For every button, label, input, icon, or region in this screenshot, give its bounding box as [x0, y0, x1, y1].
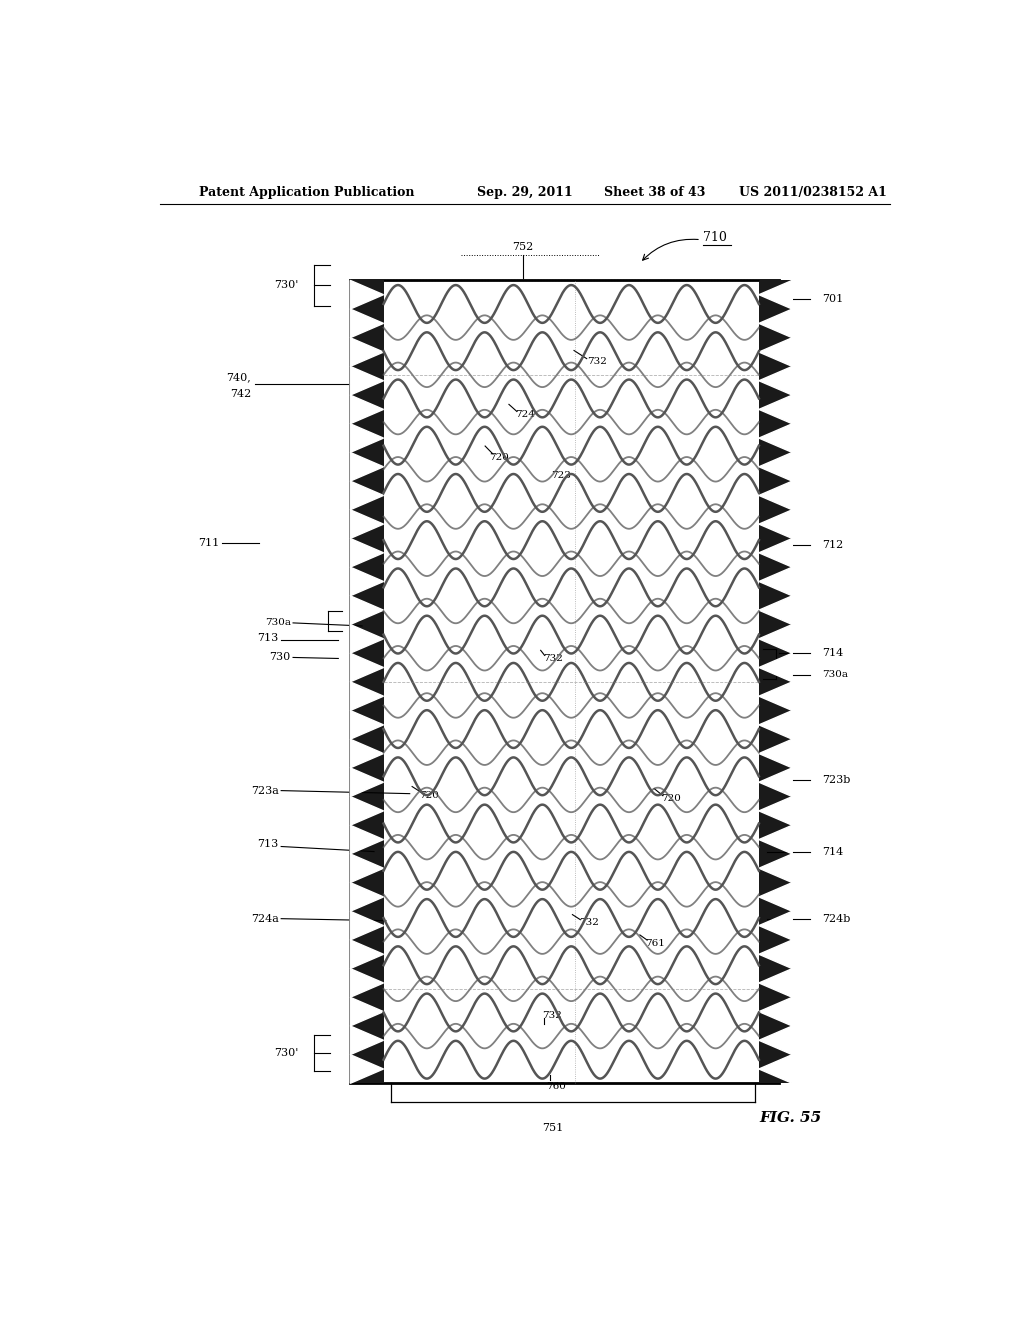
- Polygon shape: [350, 338, 384, 367]
- Polygon shape: [350, 739, 384, 768]
- Text: 723a: 723a: [251, 785, 279, 796]
- Polygon shape: [350, 854, 384, 883]
- Polygon shape: [759, 280, 793, 309]
- Polygon shape: [350, 1055, 384, 1084]
- Polygon shape: [759, 940, 793, 969]
- Text: 732: 732: [543, 1011, 562, 1020]
- Polygon shape: [350, 911, 384, 940]
- Polygon shape: [759, 510, 793, 539]
- Polygon shape: [350, 653, 384, 682]
- Polygon shape: [350, 568, 384, 595]
- Polygon shape: [350, 595, 384, 624]
- Polygon shape: [350, 280, 384, 309]
- Text: 730': 730': [274, 1048, 299, 1057]
- Polygon shape: [759, 424, 793, 453]
- Polygon shape: [350, 998, 384, 1026]
- Polygon shape: [759, 539, 793, 568]
- Text: 732: 732: [579, 919, 599, 927]
- Polygon shape: [350, 940, 384, 969]
- Polygon shape: [350, 539, 384, 568]
- Text: 761: 761: [645, 939, 666, 948]
- Text: 730a: 730a: [264, 618, 291, 627]
- Polygon shape: [759, 710, 793, 739]
- Text: FIG. 55: FIG. 55: [759, 1111, 821, 1125]
- Text: 713: 713: [257, 840, 279, 850]
- Bar: [350, 280, 384, 1084]
- Text: 712: 712: [822, 540, 844, 549]
- Text: 713: 713: [257, 634, 279, 643]
- Polygon shape: [759, 1055, 793, 1084]
- Polygon shape: [350, 395, 384, 424]
- Text: 730: 730: [269, 652, 291, 663]
- Polygon shape: [350, 510, 384, 539]
- Polygon shape: [759, 338, 793, 367]
- Text: 720: 720: [419, 791, 439, 800]
- Polygon shape: [759, 739, 793, 768]
- Polygon shape: [759, 911, 793, 940]
- Text: 730': 730': [274, 280, 299, 290]
- Polygon shape: [759, 367, 793, 395]
- Polygon shape: [759, 1026, 793, 1055]
- Polygon shape: [759, 883, 793, 911]
- Text: 714: 714: [822, 648, 844, 659]
- Polygon shape: [350, 453, 384, 480]
- Polygon shape: [759, 309, 793, 338]
- Text: 723b: 723b: [822, 775, 851, 785]
- Polygon shape: [759, 595, 793, 624]
- Text: 724a: 724a: [251, 913, 279, 924]
- Bar: [350, 280, 778, 1084]
- Polygon shape: [759, 624, 793, 653]
- Text: 730a: 730a: [822, 671, 849, 680]
- Text: 752: 752: [513, 242, 534, 252]
- Polygon shape: [759, 480, 793, 510]
- Polygon shape: [759, 969, 793, 998]
- Polygon shape: [759, 682, 793, 710]
- Text: 742: 742: [229, 389, 251, 399]
- Polygon shape: [350, 624, 384, 653]
- Polygon shape: [350, 710, 384, 739]
- Polygon shape: [350, 424, 384, 453]
- Polygon shape: [759, 825, 793, 854]
- Text: 751: 751: [542, 1123, 563, 1133]
- Text: 723: 723: [551, 471, 570, 480]
- Polygon shape: [350, 309, 384, 338]
- Polygon shape: [759, 768, 793, 796]
- Text: US 2011/0238152 A1: US 2011/0238152 A1: [739, 186, 887, 199]
- Polygon shape: [350, 768, 384, 796]
- Text: 740,: 740,: [226, 372, 251, 381]
- Text: 701: 701: [822, 293, 844, 304]
- Text: 724b: 724b: [822, 913, 851, 924]
- Text: 724: 724: [515, 411, 536, 418]
- Bar: [759, 280, 793, 1084]
- Polygon shape: [759, 453, 793, 480]
- Polygon shape: [759, 568, 793, 595]
- Text: 711: 711: [198, 537, 219, 548]
- Text: 732: 732: [587, 358, 606, 366]
- Polygon shape: [759, 395, 793, 424]
- Text: 760: 760: [546, 1082, 566, 1090]
- Text: Patent Application Publication: Patent Application Publication: [200, 186, 415, 199]
- Text: 720: 720: [489, 453, 509, 462]
- Polygon shape: [350, 1026, 384, 1055]
- Polygon shape: [350, 883, 384, 911]
- Polygon shape: [350, 969, 384, 998]
- Polygon shape: [759, 653, 793, 682]
- Polygon shape: [350, 796, 384, 825]
- Polygon shape: [350, 367, 384, 395]
- Polygon shape: [350, 480, 384, 510]
- Polygon shape: [759, 796, 793, 825]
- Polygon shape: [759, 854, 793, 883]
- Polygon shape: [350, 682, 384, 710]
- Text: 710: 710: [703, 231, 727, 244]
- Text: Sep. 29, 2011: Sep. 29, 2011: [477, 186, 573, 199]
- Text: Sheet 38 of 43: Sheet 38 of 43: [604, 186, 706, 199]
- Text: 720: 720: [662, 795, 681, 804]
- Polygon shape: [350, 825, 384, 854]
- Polygon shape: [759, 998, 793, 1026]
- Text: 714: 714: [822, 846, 844, 857]
- Text: 732: 732: [543, 653, 563, 663]
